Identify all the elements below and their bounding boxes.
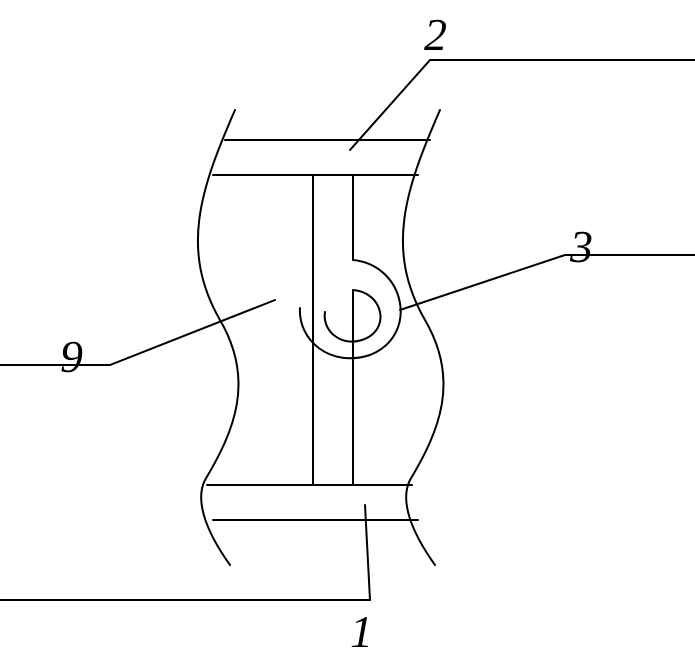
callout-label-2: 2 bbox=[424, 8, 447, 61]
leader-top bbox=[350, 60, 430, 150]
outline-right bbox=[403, 110, 444, 565]
leader-right bbox=[400, 255, 565, 310]
callout-label-9: 9 bbox=[60, 330, 83, 383]
technical-diagram bbox=[0, 0, 695, 664]
callout-label-3: 3 bbox=[570, 220, 593, 273]
outline-left bbox=[198, 110, 239, 565]
hook-outer bbox=[300, 260, 401, 358]
callout-label-1: 1 bbox=[350, 605, 373, 658]
leader-left bbox=[110, 300, 275, 365]
